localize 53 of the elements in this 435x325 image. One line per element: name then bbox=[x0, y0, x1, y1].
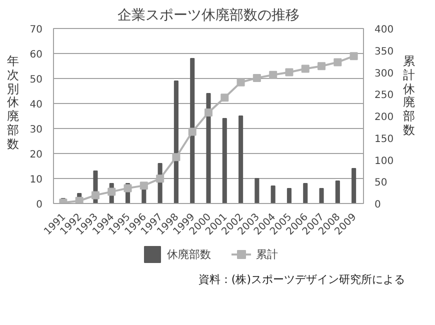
bar bbox=[238, 116, 244, 204]
point bbox=[285, 68, 294, 76]
point bbox=[91, 191, 100, 200]
point bbox=[140, 182, 148, 190]
bar bbox=[303, 183, 308, 204]
y2-tick-label: 400 bbox=[374, 24, 394, 36]
point bbox=[124, 184, 132, 192]
point bbox=[269, 70, 278, 79]
y2-tick-label: 50 bbox=[374, 178, 388, 189]
y2-tick-label: 100 bbox=[374, 156, 394, 167]
y-tick-label: 20 bbox=[30, 150, 43, 160]
bar bbox=[270, 186, 276, 204]
point bbox=[204, 108, 212, 116]
point bbox=[220, 94, 229, 102]
bar bbox=[190, 58, 195, 204]
y-tick-label: 70 bbox=[30, 24, 43, 36]
text: 資料：(株)スポーツデザイン研究所による bbox=[198, 272, 405, 288]
legend-label: 休廃部数 bbox=[167, 246, 211, 262]
y-tick-label: 10 bbox=[30, 174, 43, 186]
y-tick-label: 30 bbox=[30, 124, 43, 136]
point bbox=[75, 196, 84, 204]
bar bbox=[335, 180, 340, 204]
point bbox=[301, 64, 310, 73]
y2-tick-label: 0 bbox=[374, 200, 381, 210]
legend-label: 累計 bbox=[256, 246, 278, 262]
y-tick-label: 60 bbox=[30, 50, 43, 60]
bar bbox=[352, 168, 356, 204]
y2-axis-title: 累計休廃部数 bbox=[403, 54, 415, 138]
y-axis-title: 年次別休廃部数 bbox=[7, 54, 19, 152]
point bbox=[172, 153, 180, 162]
point bbox=[236, 78, 245, 86]
point bbox=[188, 128, 196, 136]
point bbox=[156, 174, 164, 183]
point bbox=[318, 62, 326, 70]
point bbox=[350, 52, 358, 60]
y2-tick-label: 250 bbox=[374, 90, 394, 102]
bar bbox=[286, 188, 292, 204]
point bbox=[334, 58, 342, 66]
y2-tick-label: 350 bbox=[374, 46, 394, 58]
y2-tick-label: 300 bbox=[374, 68, 394, 80]
y-tick-label: 40 bbox=[30, 100, 43, 110]
bar bbox=[254, 178, 260, 204]
y-tick-label: 50 bbox=[30, 74, 43, 86]
bar bbox=[206, 93, 211, 204]
y2-tick-label: 200 bbox=[374, 112, 394, 123]
point bbox=[252, 74, 261, 82]
bar bbox=[319, 188, 324, 204]
y-tick-label: 0 bbox=[36, 200, 43, 210]
bar bbox=[222, 118, 227, 204]
chart-title: 企業スポーツ休廃部数の推移 bbox=[118, 8, 300, 24]
bar bbox=[174, 80, 178, 204]
y2-tick-label: 150 bbox=[374, 134, 394, 145]
point bbox=[108, 188, 116, 196]
